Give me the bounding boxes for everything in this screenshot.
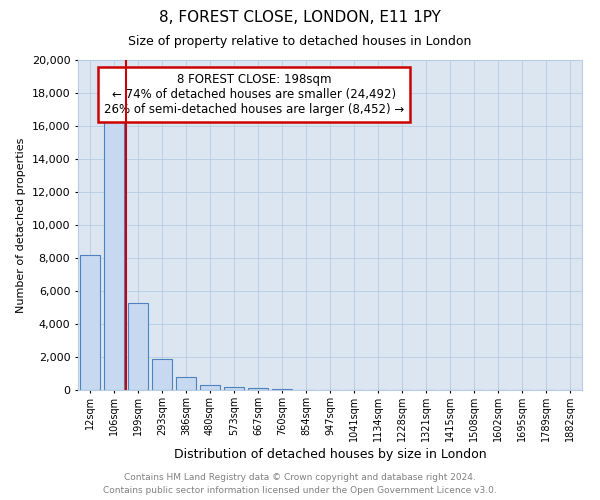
Bar xyxy=(248,388,268,390)
Bar xyxy=(80,254,100,390)
Bar xyxy=(272,388,292,390)
Bar xyxy=(152,360,172,390)
Y-axis label: Number of detached properties: Number of detached properties xyxy=(16,138,26,312)
Bar xyxy=(104,118,124,390)
X-axis label: Distribution of detached houses by size in London: Distribution of detached houses by size … xyxy=(173,448,487,461)
Text: 8 FOREST CLOSE: 198sqm
← 74% of detached houses are smaller (24,492)
26% of semi: 8 FOREST CLOSE: 198sqm ← 74% of detached… xyxy=(104,73,404,116)
Bar xyxy=(176,377,196,390)
Text: 8, FOREST CLOSE, LONDON, E11 1PY: 8, FOREST CLOSE, LONDON, E11 1PY xyxy=(159,10,441,25)
Bar xyxy=(224,386,244,390)
Text: Size of property relative to detached houses in London: Size of property relative to detached ho… xyxy=(128,35,472,48)
Text: Contains HM Land Registry data © Crown copyright and database right 2024.
Contai: Contains HM Land Registry data © Crown c… xyxy=(103,474,497,495)
Bar xyxy=(200,384,220,390)
Bar xyxy=(128,302,148,390)
